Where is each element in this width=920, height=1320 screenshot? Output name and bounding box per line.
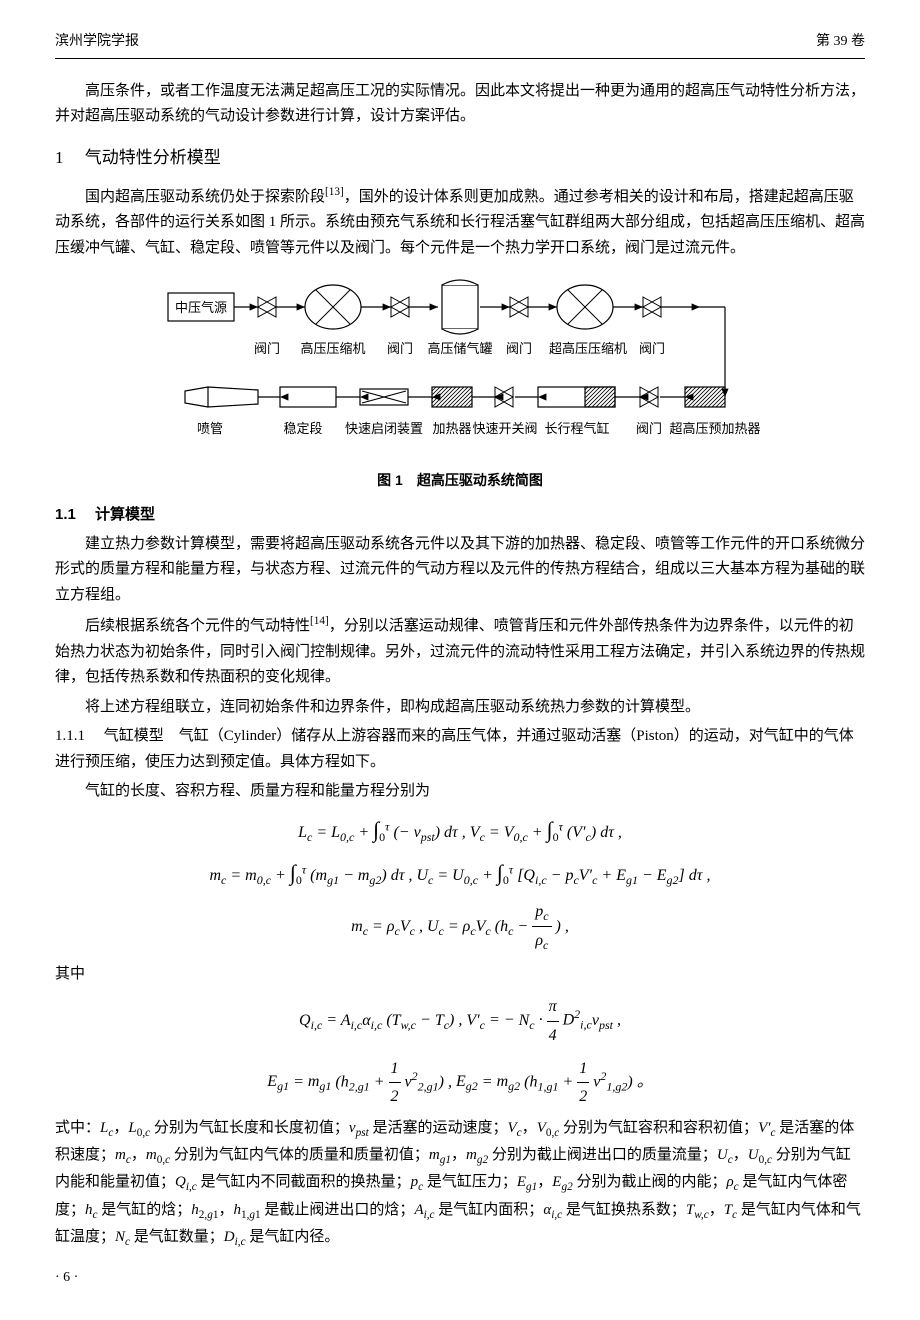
journal-name: 滨州学院学报	[55, 30, 139, 54]
subsection-number: 1.1	[55, 506, 76, 523]
volume-number: 第 39 卷	[816, 30, 865, 54]
stable-section-label: 稳定段	[283, 421, 322, 436]
preheater-label: 超高压预加热器	[669, 421, 760, 436]
heater-label: 加热器	[432, 421, 471, 436]
section-1-title: 1 气动特性分析模型	[55, 144, 865, 173]
equation-4: Qi,c = Ai,cαi,c (Tw,c − Tc) , V′c = − Nc…	[55, 993, 865, 1048]
high-compressor-label: 高压压缩机	[300, 341, 365, 356]
mid-pressure-label: 中压气源	[175, 300, 227, 315]
valve-label-5: 阀门	[636, 421, 662, 436]
sub11-para3: 将上述方程组联立，连同初始条件和边界条件，即构成超高压驱动系统热力参数的计算模型…	[55, 695, 865, 721]
journal-header: 滨州学院学报 第 39 卷	[55, 30, 865, 59]
sub11-para1: 建立热力参数计算模型，需要将超高压驱动系统各元件以及其下游的加热器、稳定段、喷管…	[55, 532, 865, 609]
equation-5: Eg1 = mg1 (h2,g1 + 12 ν22,g1) , Eg2 = mg…	[55, 1055, 865, 1110]
equation-1: Lc = L0,c + ∫0τ (− νpst) dτ , Vc = V0,c …	[55, 811, 865, 848]
equation-2: mc = m0,c + ∫0τ (mg1 − mg2) dτ , Uc = U0…	[55, 854, 865, 891]
figure-1-caption: 图 1 超高压驱动系统简图	[55, 469, 865, 493]
nozzle-label: 喷管	[197, 421, 223, 436]
long-cylinder-label: 长行程气缸	[544, 421, 609, 436]
valve-label-1: 阀门	[254, 341, 280, 356]
qizhong-label: 其中	[55, 962, 865, 988]
sub111-text: 气缸（Cylinder）储存从上游容器而来的高压气体，并通过驱动活塞（Pisto…	[55, 728, 854, 770]
ultra-compressor-label: 超高压压缩机	[549, 341, 627, 356]
quick-device-label: 快速启闭装置	[345, 421, 423, 436]
variable-definitions: 式中：Lc，L0,c 分别为气缸长度和长度初值；νpst 是活塞的运动速度；Vc…	[55, 1116, 865, 1252]
section-heading: 气动特性分析模型	[85, 148, 221, 167]
valve-label-3: 阀门	[506, 341, 532, 356]
preheater-box	[685, 387, 725, 407]
page-number: · 6 ·	[55, 1266, 865, 1290]
eq-intro: 气缸的长度、容积方程、质量方程和能量方程分别为	[55, 779, 865, 805]
quick-valve-label: 快速开关阀	[472, 421, 537, 436]
valve-label-2: 阀门	[387, 341, 413, 356]
subsection-heading: 计算模型	[95, 506, 155, 523]
sub111-number: 1.1.1	[55, 728, 85, 744]
sub11-para2: 后续根据系统各个元件的气动特性[14]，分别以活塞运动规律、喷管背压和元件外部传…	[55, 612, 865, 691]
high-tank-label: 高压储气罐	[427, 341, 492, 356]
section-number: 1	[55, 148, 64, 167]
sub111-title: 气缸模型	[104, 728, 164, 744]
sub111-line: 1.1.1 气缸模型 气缸（Cylinder）储存从上游容器而来的高压气体，并通…	[55, 724, 865, 775]
valve-label-4: 阀门	[639, 341, 665, 356]
section-1-para-1: 国内超高压驱动系统仍处于探索阶段[13]，国外的设计体系则更加成熟。通过参考相关…	[55, 183, 865, 262]
figure-1: 中压气源 阀门 高压压缩机 阀门 高压储气罐 阀门 超高压压缩机 阀门	[55, 275, 865, 492]
figure-1-svg: 中压气源 阀门 高压压缩机 阀门 高压储气罐 阀门 超高压压缩机 阀门	[140, 275, 780, 455]
equation-3: mc = ρcVc , Uc = ρcVc (hc − pcρc ) ,	[55, 898, 865, 956]
subsection-1-1-title: 1.1 计算模型	[55, 502, 865, 528]
intro-paragraph: 高压条件，或者工作温度无法满足超高压工况的实际情况。因此本文将提出一种更为通用的…	[55, 79, 865, 130]
